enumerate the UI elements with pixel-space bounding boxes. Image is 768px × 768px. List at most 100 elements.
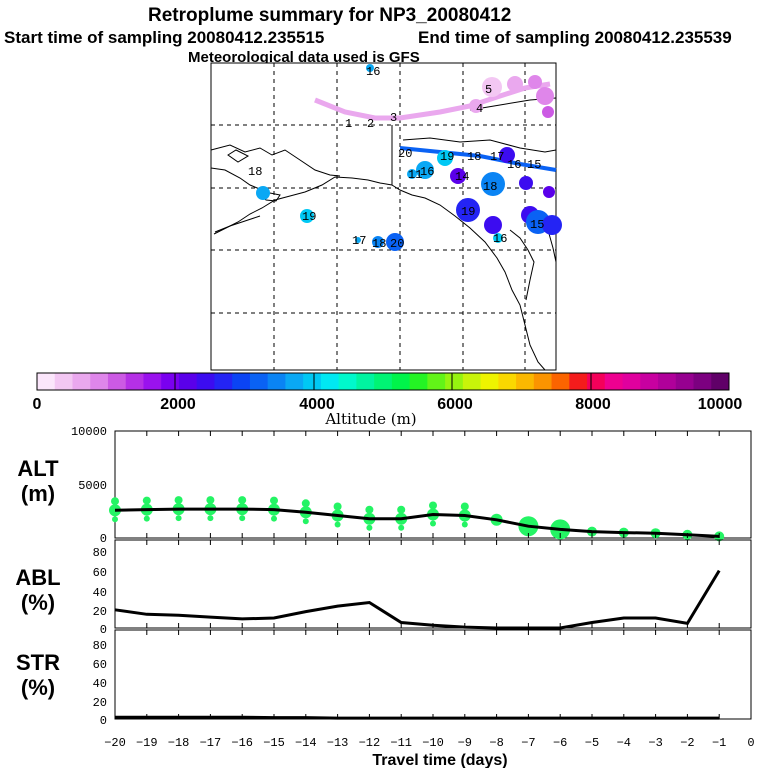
str-ytick: 60 xyxy=(93,658,107,672)
map-day-label: 18 xyxy=(483,180,497,194)
x-tick-label: −9 xyxy=(458,736,472,750)
colorbar-swatch xyxy=(90,373,109,390)
map-frame xyxy=(210,62,557,371)
colorbar-swatch xyxy=(693,373,712,390)
map-day-label: 19 xyxy=(302,210,316,224)
str-series-line xyxy=(115,715,720,720)
map-day-label: 17 xyxy=(490,150,504,164)
colorbar-swatch xyxy=(391,373,411,390)
alt-plume-blob xyxy=(142,496,151,505)
alt-plume-blob xyxy=(398,524,405,531)
plume-marker xyxy=(536,87,554,105)
colorbar-swatch xyxy=(37,373,56,390)
colorbar-swatch xyxy=(569,373,588,390)
map-day-label: 16 xyxy=(366,65,380,79)
alt-plume-blob xyxy=(207,515,214,522)
abl-ytick: 20 xyxy=(93,605,107,619)
plume-marker xyxy=(366,64,374,72)
colorbar-swatch xyxy=(249,373,269,390)
str-ytick: 0 xyxy=(100,714,107,728)
str-ytick: 20 xyxy=(93,696,107,710)
colorbar-swatch xyxy=(640,373,659,390)
plume-marker xyxy=(519,176,533,190)
colorbar-swatch xyxy=(675,373,695,390)
x-tick-label: −11 xyxy=(390,736,412,750)
colorbar-swatch xyxy=(604,373,624,390)
colorbar-swatch xyxy=(658,373,677,390)
abl-ytick: 60 xyxy=(93,566,107,580)
plume-marker xyxy=(355,237,361,243)
plume-marker xyxy=(528,75,542,89)
x-tick-label: −13 xyxy=(327,736,349,750)
x-tick-label: −10 xyxy=(422,736,444,750)
map-day-label: 3 xyxy=(390,111,397,125)
plume-marker xyxy=(542,106,554,118)
colorbar-label: 8000 xyxy=(575,396,611,413)
met-data-label: Meteorological data used is GFS xyxy=(188,49,420,66)
alt-plume-blob xyxy=(271,515,277,522)
colorbar-swatch xyxy=(161,373,180,390)
colorbar-swatch xyxy=(427,373,446,390)
alt-plume-blob xyxy=(112,516,118,523)
alt-plume-blob xyxy=(239,515,246,522)
plume-marker xyxy=(416,161,434,179)
alt-plume-blob xyxy=(302,518,309,525)
alt-plume-blob xyxy=(301,499,310,508)
alt-plume-blob xyxy=(430,520,436,527)
colorbar-swatch xyxy=(125,373,144,390)
alt-plume-blob xyxy=(397,505,406,514)
x-tick-label: −15 xyxy=(263,736,285,750)
colorbar-swatch xyxy=(178,373,198,390)
colorbar-swatch xyxy=(551,373,570,390)
sampling-end: End time of sampling 20080412.235539 xyxy=(418,28,732,47)
abl-panel-unit: (%) xyxy=(21,590,55,615)
altitude-colorbar: 0 2000 4000 6000 8000 10000 Altitude (m) xyxy=(33,372,743,428)
map-day-label: 11 xyxy=(408,168,422,182)
x-tick-label: 0 xyxy=(747,736,754,750)
map-day-label: 17 xyxy=(352,234,366,248)
alt-ytick: 10000 xyxy=(71,425,107,439)
trajectory-mid xyxy=(399,146,557,172)
sampling-start: Start time of sampling 20080412.235515 xyxy=(4,28,324,47)
alt-ytick: 0 xyxy=(100,532,107,546)
x-tick-label: −16 xyxy=(231,736,253,750)
map-day-label: 20 xyxy=(398,147,412,161)
alt-panel: ALT (m) 10000 5000 0 xyxy=(17,425,752,546)
map-day-label: 14 xyxy=(455,170,469,184)
colorbar-swatch xyxy=(72,373,91,390)
map-day-label: 18 xyxy=(248,165,262,179)
colorbar-label: 10000 xyxy=(698,396,743,413)
colorbar-swatch xyxy=(533,373,553,390)
alt-plume-blob xyxy=(111,497,119,506)
x-tick-label: −1 xyxy=(712,736,726,750)
x-tick-label: −7 xyxy=(521,736,535,750)
map-day-label: 19 xyxy=(461,205,475,219)
plume-marker xyxy=(456,198,480,222)
abl-ytick: 40 xyxy=(93,586,107,600)
trajectory-high-markers xyxy=(469,75,554,118)
x-tick-label: −19 xyxy=(136,736,158,750)
str-ytick: 40 xyxy=(93,677,107,691)
plume-marker xyxy=(469,99,483,113)
map-day-label: 5 xyxy=(485,83,492,97)
plume-marker xyxy=(499,147,515,163)
x-tick-label: −14 xyxy=(295,736,317,750)
map-day-label: 16 xyxy=(420,165,434,179)
plume-marker xyxy=(482,77,502,97)
plume-marker xyxy=(450,168,466,184)
str-panel-frame xyxy=(114,629,752,720)
trajectory-mid-markers xyxy=(407,147,562,243)
alt-plume-blob xyxy=(334,521,341,528)
colorbar-title: Altitude (m) xyxy=(324,410,416,428)
plume-marker xyxy=(407,169,417,179)
alt-plume-blob xyxy=(365,505,374,514)
colorbar-label: 4000 xyxy=(299,396,335,413)
alt-plume-blob xyxy=(238,496,247,505)
plume-marker xyxy=(507,76,523,92)
map-day-label: 1 xyxy=(345,117,352,131)
alt-series-line xyxy=(114,507,720,538)
map-day-label: 18 xyxy=(372,237,386,251)
colorbar-swatch xyxy=(498,373,517,390)
